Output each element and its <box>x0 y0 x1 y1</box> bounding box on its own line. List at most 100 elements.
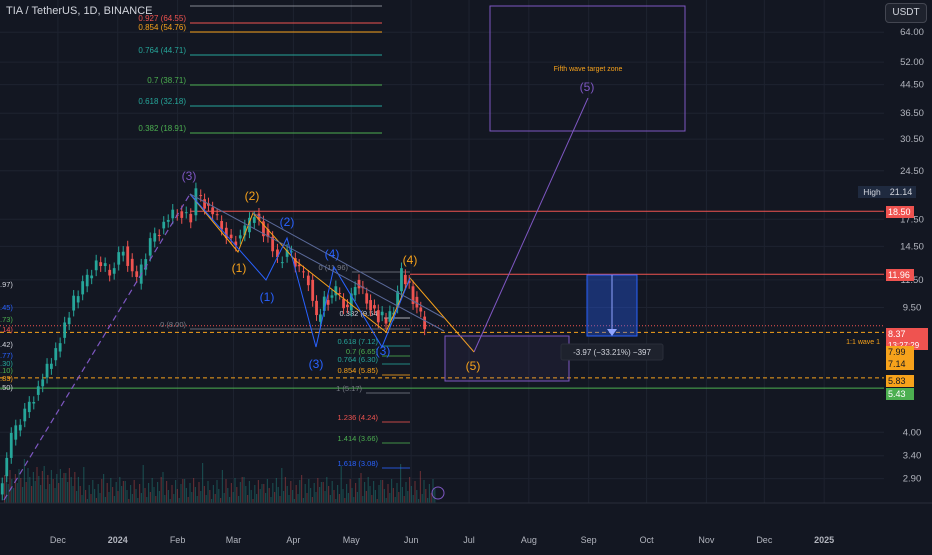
volume-bar <box>356 492 358 503</box>
volume-bar <box>27 468 29 503</box>
volume-bar <box>9 470 11 503</box>
volume-bar <box>290 481 292 503</box>
candle-body <box>285 249 289 257</box>
y-axis-tick: 30.50 <box>900 134 924 145</box>
y-axis-tick: 9.50 <box>903 302 922 313</box>
price-tag: 7.14 <box>888 359 906 369</box>
volume-bar <box>121 486 123 503</box>
volume-bar <box>374 490 376 503</box>
candle-body <box>148 238 152 256</box>
volume-bar <box>365 491 367 503</box>
volume-bar <box>266 479 268 503</box>
left-edge-label: .50) <box>0 383 13 392</box>
candle-body <box>166 220 170 222</box>
volume-bar <box>169 499 171 503</box>
volume-bar <box>34 481 36 503</box>
volume-bar <box>331 481 333 503</box>
candle-body <box>419 307 423 312</box>
volume-bar <box>59 469 61 503</box>
volume-bar <box>324 491 326 503</box>
volume-bar <box>54 488 56 503</box>
volume-bar <box>193 478 195 503</box>
fib-label-top: 0.382 (18.91) <box>138 124 186 133</box>
candle-body <box>338 293 342 295</box>
volume-bar <box>405 482 407 503</box>
volume-bar <box>137 498 139 503</box>
volume-bar <box>326 477 328 503</box>
volume-bar <box>151 478 153 503</box>
candle-body <box>130 258 134 272</box>
volume-bar <box>85 490 87 503</box>
volume-bar <box>369 486 371 503</box>
fib-label-top: 0.854 (54.76) <box>138 23 186 32</box>
volume-bar <box>281 468 283 503</box>
candle-body <box>121 251 125 256</box>
volume-bar <box>124 481 126 503</box>
volume-bar <box>268 488 270 503</box>
volume-bar <box>416 490 418 503</box>
volume-bar <box>104 497 106 503</box>
wave-5-projection-line <box>473 97 589 353</box>
fib-label-bottom: 0.854 (5.85) <box>338 366 379 375</box>
fib-label-bottom: 0.618 (7.12) <box>338 337 379 346</box>
volume-bar <box>113 496 115 503</box>
volume-bar <box>212 485 214 503</box>
candle-body <box>248 217 251 233</box>
volume-bar <box>101 479 103 503</box>
candle-body <box>108 269 112 276</box>
volume-bar <box>31 486 33 503</box>
volume-bar <box>29 477 31 503</box>
candle-body <box>99 262 103 267</box>
candle-body <box>271 236 275 252</box>
volume-bar <box>23 459 25 503</box>
volume-bar <box>427 498 429 503</box>
volume-bar <box>139 484 141 503</box>
price-tag: 5.83 <box>888 376 906 386</box>
volume-bar <box>209 490 211 503</box>
candle-body <box>171 209 175 219</box>
volume-bar <box>259 489 261 503</box>
candle-body <box>266 229 270 237</box>
fib-label-bottom: 0 (8.00) <box>160 320 186 329</box>
wave-label: (3) <box>376 344 391 358</box>
volume-bar <box>112 487 114 503</box>
target-zone-label: Fifth wave target zone <box>554 66 623 73</box>
candle-body <box>94 260 98 271</box>
currency-button[interactable]: USDT <box>885 3 927 23</box>
volume-bar <box>164 495 166 503</box>
volume-bar <box>270 497 272 503</box>
candle-body <box>396 291 400 308</box>
volume-bar <box>86 499 88 503</box>
volume-bar <box>279 496 281 503</box>
candle-body <box>384 318 388 324</box>
volume-bar <box>131 494 133 503</box>
candle-body <box>63 322 67 338</box>
wave-label: (2) <box>245 189 260 203</box>
x-axis-tick: Oct <box>640 535 655 545</box>
volume-bar <box>122 481 124 503</box>
measurement-arrowhead <box>607 329 617 336</box>
candle-body <box>41 379 45 387</box>
volume-bar <box>432 479 434 503</box>
volume-bar <box>167 490 169 503</box>
wave-label: (1) <box>260 290 275 304</box>
high-tag-label-bg <box>858 186 886 198</box>
volume-bar <box>52 479 54 503</box>
volume-bar <box>387 484 389 503</box>
volume-bar <box>250 490 252 503</box>
volume-bar <box>38 476 40 503</box>
volume-bar <box>205 495 207 503</box>
candle-body <box>215 214 219 216</box>
volume-bar <box>392 488 394 503</box>
price-tag: 21.14 <box>890 187 913 197</box>
volume-bar <box>322 482 324 503</box>
volume-bar <box>410 486 412 503</box>
wave-label: (5) <box>466 359 481 373</box>
volume-bar <box>349 479 351 503</box>
symbol-title: TIA / TetherUS, 1D, BINANCE <box>6 5 153 17</box>
volume-bar <box>274 492 276 503</box>
candle-body <box>262 221 265 237</box>
candle-body <box>162 221 166 229</box>
